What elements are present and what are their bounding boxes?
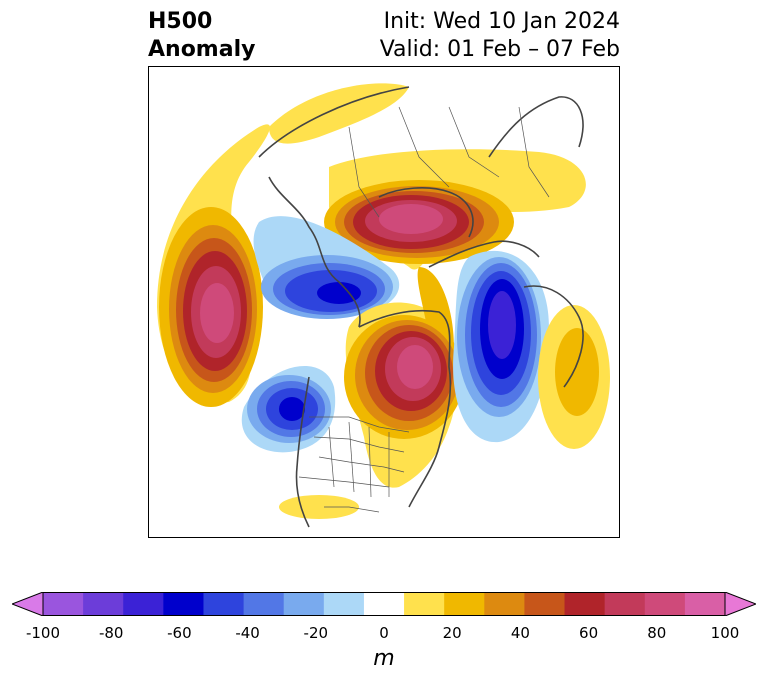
political-borders — [298, 106, 550, 513]
colorbar-segment — [163, 592, 204, 616]
colorbar-segment — [123, 592, 164, 616]
colorbar-segment — [43, 592, 84, 616]
anomaly-positive-west-pacific — [157, 124, 270, 407]
title-line-1: H500 — [148, 9, 213, 34]
colorbar-tick-label: 40 — [510, 624, 530, 642]
anomaly-negative-north-atlantic — [453, 250, 549, 443]
colorbar-segment — [684, 592, 726, 616]
colorbar-segment — [484, 592, 525, 616]
colorbar-segment — [564, 592, 606, 616]
colorbar-extend-low — [12, 592, 44, 616]
anomaly-negative-ne-pacific — [241, 365, 336, 453]
colorbar-segment — [243, 592, 285, 616]
colorbar-segment — [444, 592, 485, 616]
colorbar-segment — [404, 592, 445, 616]
title-line-2: Anomaly — [148, 37, 256, 62]
unit-label: m — [373, 646, 395, 671]
colorbar-segment — [283, 592, 325, 616]
init-date: Init: Wed 10 Jan 2024 — [383, 9, 620, 34]
colorbar-extend-high — [724, 592, 756, 616]
anomaly-positive-east-atlantic — [538, 305, 610, 449]
colorbar-segment — [604, 592, 646, 616]
colorbar — [12, 592, 756, 616]
colorbar-frame — [42, 592, 726, 616]
colorbar-tick-label: 80 — [647, 624, 667, 642]
anomaly-positive-hudson-bay — [344, 267, 464, 488]
forecast-dates: Init: Wed 10 Jan 2024 Valid: 01 Feb – 07… — [380, 8, 620, 64]
colorbar-segment — [203, 592, 245, 616]
map-canvas — [157, 83, 610, 528]
map-title: H500 Anomaly — [148, 8, 255, 64]
colorbar-segment — [363, 592, 405, 616]
colorbar-tick-label: -60 — [167, 624, 192, 642]
colorbar-tick-label: -100 — [25, 624, 61, 642]
valid-range: Valid: 01 Feb – 07 Feb — [379, 37, 620, 62]
colorbar-tick-label: 100 — [710, 624, 740, 642]
coastlines — [258, 86, 584, 528]
colorbar-tick-label: 60 — [579, 624, 599, 642]
colorbar-segment — [323, 592, 365, 616]
colorbar-segment — [524, 592, 566, 616]
colorbar-tick-label: -40 — [235, 624, 260, 642]
anomaly-positive-arctic — [269, 83, 586, 270]
anomaly-negative-alaska — [253, 216, 400, 319]
colorbar-tick-label: 0 — [379, 624, 389, 642]
colorbar-tick-label: -80 — [98, 624, 124, 642]
anomaly-map — [148, 66, 620, 538]
colorbar-segment — [644, 592, 686, 616]
colorbar-tick-label: -20 — [303, 624, 329, 642]
colorbar-tick-label: 20 — [442, 624, 462, 642]
colorbar-segment — [83, 592, 124, 616]
